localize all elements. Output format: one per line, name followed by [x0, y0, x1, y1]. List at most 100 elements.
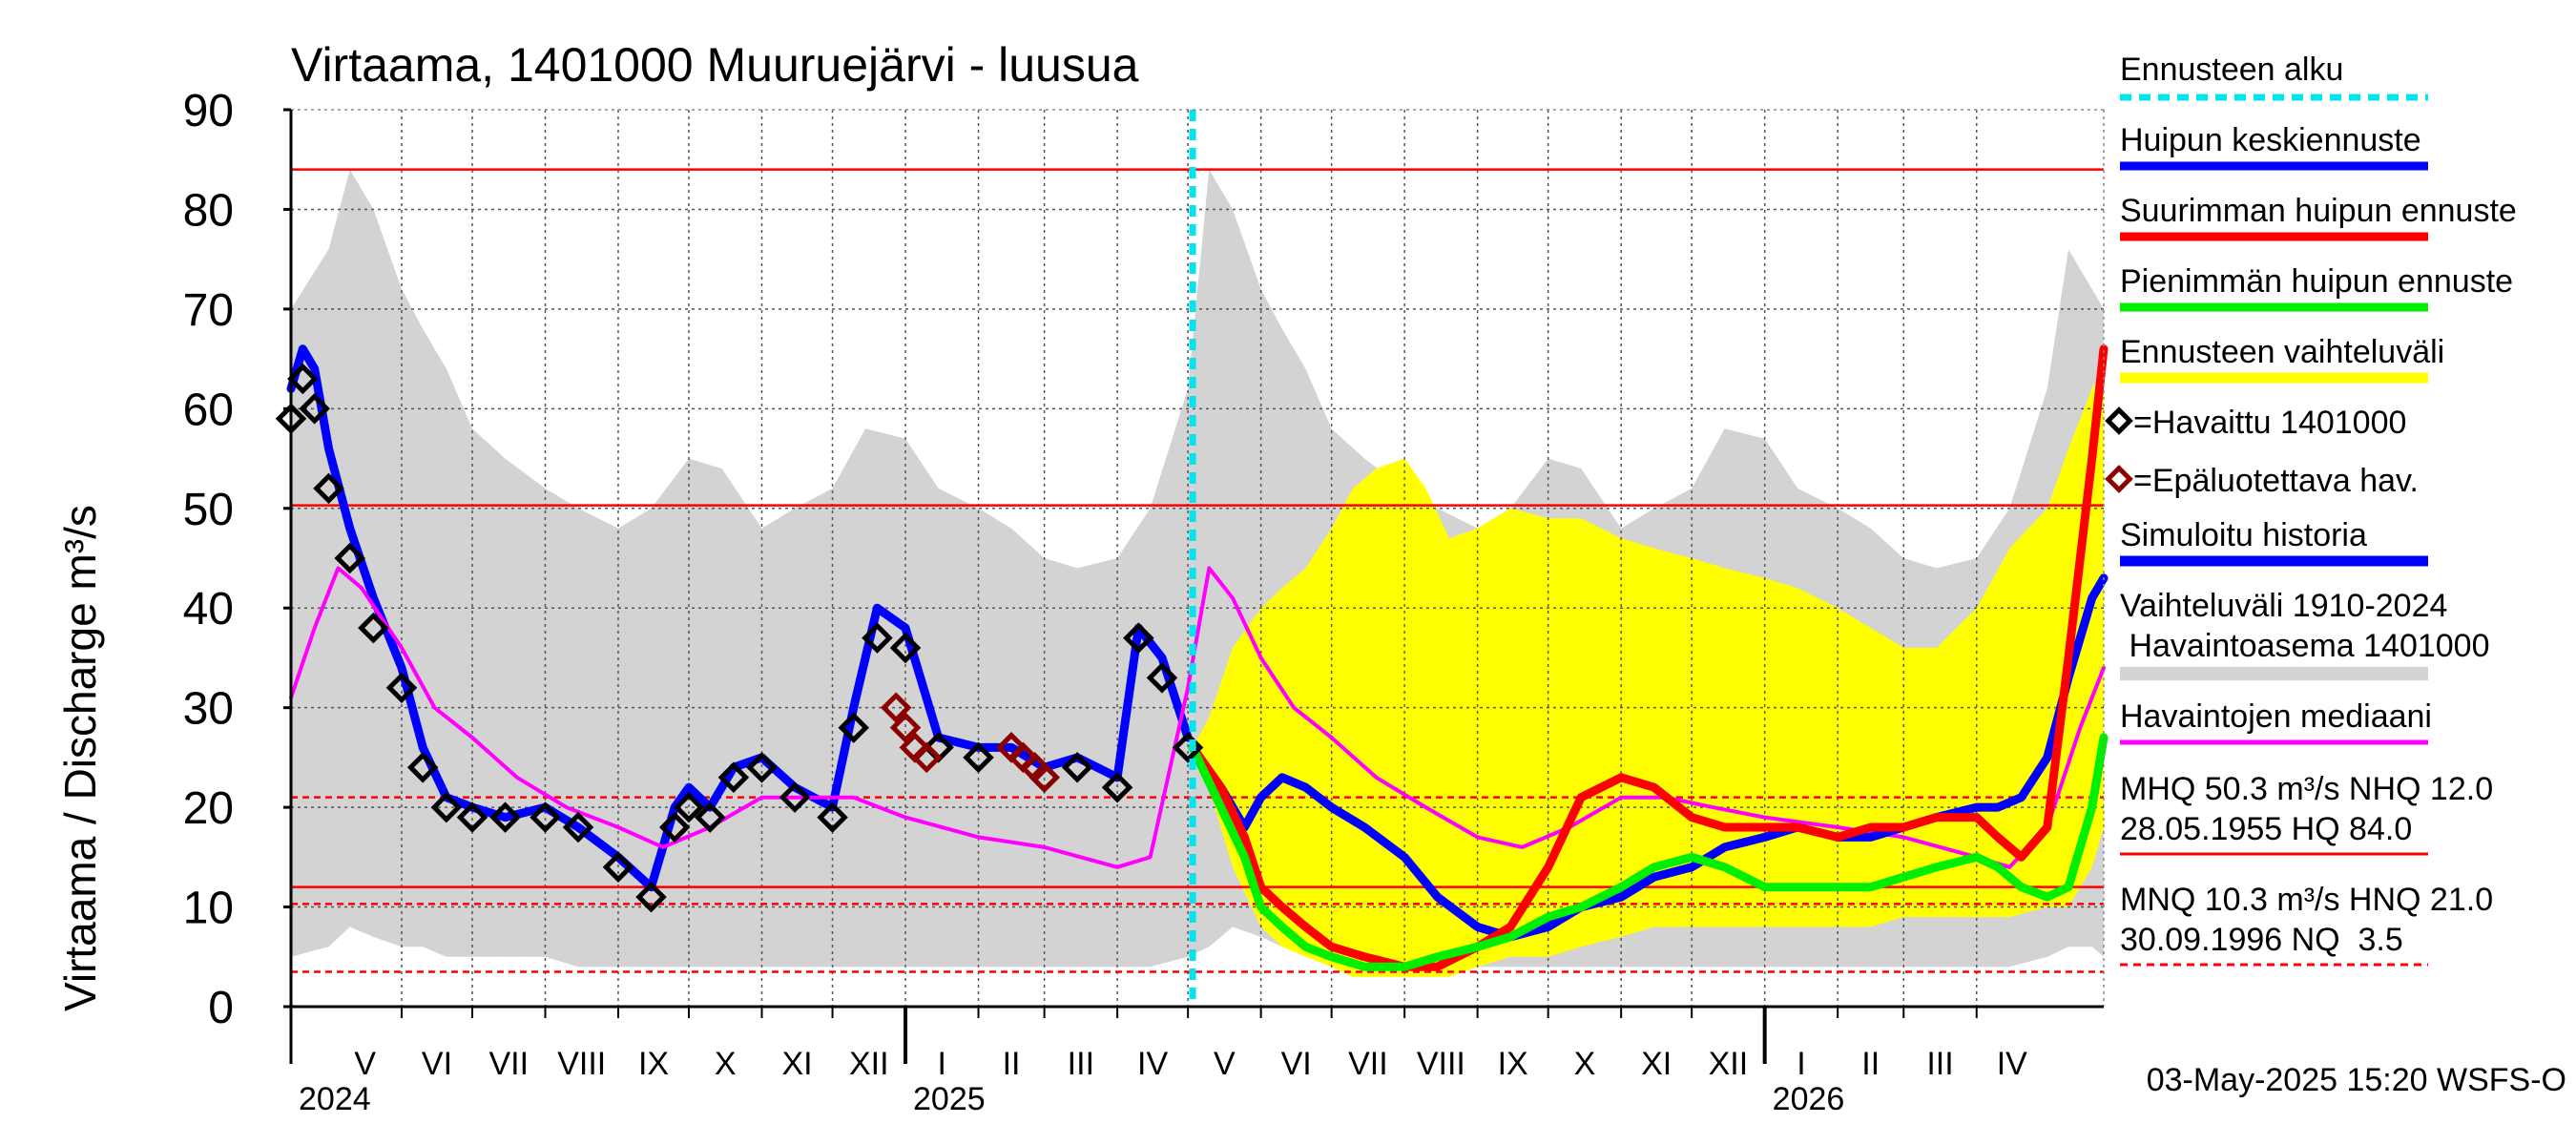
- marker-observed-29: [1061, 752, 1093, 783]
- month-label-14: VII: [1348, 1046, 1388, 1082]
- marker-observed-4: [334, 542, 365, 574]
- year-label-2026: 2026: [1773, 1081, 1845, 1117]
- marker-observed-15: [658, 811, 691, 843]
- legend-label-mean-peak: Huipun keskiennuste: [2120, 122, 2421, 158]
- legend-stats-line-3: MNQ 10.3 m³/s HNQ 21.0: [2120, 882, 2493, 918]
- marker-observed-16: [673, 791, 705, 823]
- marker-observed-2: [299, 393, 330, 425]
- month-label-8: I: [938, 1046, 946, 1082]
- marker-unreliable-6: [1019, 752, 1050, 783]
- marker-observed-6: [385, 672, 418, 704]
- legend-stats-line-4: 30.09.1996 NQ 3.5: [2120, 922, 2403, 958]
- y-axis-label: Virtaama / Discharge m³/s: [55, 505, 105, 1011]
- marker-observed-26: [963, 741, 994, 774]
- marker-observed-11: [530, 802, 561, 833]
- month-label-12: V: [1214, 1046, 1236, 1082]
- month-label-16: IX: [1498, 1046, 1528, 1082]
- marker-observed-32: [1146, 662, 1178, 694]
- marker-observed-17: [694, 802, 726, 833]
- y-tick-label-50: 50: [183, 485, 234, 535]
- marker-observed-20: [779, 781, 811, 813]
- year-label-2024: 2024: [299, 1081, 371, 1117]
- marker-observed-30: [1101, 771, 1133, 803]
- series-line-simuloitu-historia: [286, 344, 1193, 892]
- month-label-17: X: [1574, 1046, 1596, 1082]
- month-label-18: XI: [1641, 1046, 1672, 1082]
- y-tick-label-40: 40: [183, 584, 234, 635]
- y-tick-label-20: 20: [183, 783, 234, 834]
- marker-observed-22: [838, 712, 870, 743]
- y-tick-label-0: 0: [208, 983, 234, 1033]
- marker-observed-31: [1123, 622, 1154, 654]
- month-label-6: XI: [781, 1046, 812, 1082]
- legend-marker-observed: [2105, 406, 2133, 435]
- marker-observed-10: [489, 802, 521, 833]
- series-layer: [286, 344, 2109, 971]
- marker-unreliable-7: [1028, 761, 1060, 794]
- month-label-9: II: [1003, 1046, 1021, 1082]
- marker-unreliable-0: [880, 692, 912, 723]
- series-line-pienimman-huipun-ennuste: [1188, 733, 2109, 971]
- marker-observed-18: [717, 761, 750, 794]
- month-label-23: IV: [1997, 1046, 2027, 1082]
- y-tick-label-30: 30: [183, 684, 234, 735]
- marker-unreliable-3: [910, 741, 943, 774]
- y-tick-label-70: 70: [183, 285, 234, 336]
- marker-observed-13: [602, 851, 634, 884]
- marker-observed-24: [889, 632, 922, 664]
- marker-observed-14: [635, 881, 667, 913]
- legend-label-hist-range-2: Havaintoasema 1401000: [2120, 628, 2490, 664]
- grid-layer: [291, 110, 2104, 1007]
- month-label-13: VI: [1281, 1046, 1312, 1082]
- month-label-7: XII: [849, 1046, 889, 1082]
- marker-observed-23: [862, 622, 893, 654]
- marker-unreliable-1: [889, 712, 922, 743]
- y-tick-label-90: 90: [183, 86, 234, 136]
- legend-label-max-peak: Suurimman huipun ennuste: [2120, 193, 2517, 229]
- month-label-19: XII: [1709, 1046, 1749, 1082]
- legend-marker-unreliable: [2105, 465, 2133, 493]
- footer-timestamp: 03-May-2025 15:20 WSFS-O: [2147, 1062, 2566, 1098]
- legend-label-forecast-start: Ennusteen alku: [2120, 52, 2343, 88]
- marker-observed-1: [287, 363, 319, 395]
- month-label-2: VII: [488, 1046, 529, 1082]
- legend-label-forecast-range: Ennusteen vaihteluväli: [2120, 334, 2444, 370]
- month-label-20: I: [1797, 1046, 1805, 1082]
- month-label-15: VIII: [1417, 1046, 1465, 1082]
- legend-label-unreliable: =Epäluotettava hav.: [2133, 463, 2419, 499]
- legend-label-observed: =Havaittu 1401000: [2133, 405, 2406, 441]
- legend-stats-line-1: MHQ 50.3 m³/s NHQ 12.0: [2120, 771, 2493, 807]
- marker-observed-7: [406, 752, 439, 783]
- series-line-havaintojen-mediaani: [289, 566, 2106, 869]
- observation-markers-layer: [275, 363, 1204, 913]
- marker-observed-0: [275, 403, 307, 435]
- legend: Ennusteen alku Huipun keskiennuste Suuri…: [2105, 52, 2517, 967]
- chart-title: Virtaama, 1401000 Muuruejärvi - luusua: [291, 38, 1139, 92]
- month-label-10: III: [1068, 1046, 1094, 1082]
- y-tick-label-10: 10: [183, 884, 234, 934]
- y-tick-label-80: 80: [183, 185, 234, 236]
- month-label-11: IV: [1137, 1046, 1168, 1082]
- month-label-4: IX: [638, 1046, 669, 1082]
- marker-observed-8: [430, 791, 463, 823]
- series-line-huipun-keskiennuste: [1188, 573, 2109, 942]
- month-label-0: V: [354, 1046, 376, 1082]
- marker-observed-19: [746, 752, 778, 783]
- series-line-suurimman-huipun-ennuste: [1188, 344, 2109, 971]
- marker-observed-9: [456, 802, 488, 833]
- legend-label-simulated: Simuloitu historia: [2120, 517, 2367, 553]
- month-label-1: VI: [422, 1046, 452, 1082]
- month-label-3: VIII: [557, 1046, 606, 1082]
- month-label-5: X: [715, 1046, 737, 1082]
- month-label-21: II: [1861, 1046, 1880, 1082]
- y-tick-label-60: 60: [183, 385, 234, 435]
- year-label-2025: 2025: [913, 1081, 986, 1117]
- legend-label-min-peak: Pienimmän huipun ennuste: [2120, 263, 2513, 300]
- legend-stats-line-2: 28.05.1955 HQ 84.0: [2120, 811, 2412, 847]
- legend-label-hist-range-1: Vaihteluväli 1910-2024: [2120, 588, 2447, 624]
- marker-observed-12: [562, 811, 594, 843]
- marker-observed-21: [817, 802, 848, 833]
- marker-observed-5: [358, 612, 389, 644]
